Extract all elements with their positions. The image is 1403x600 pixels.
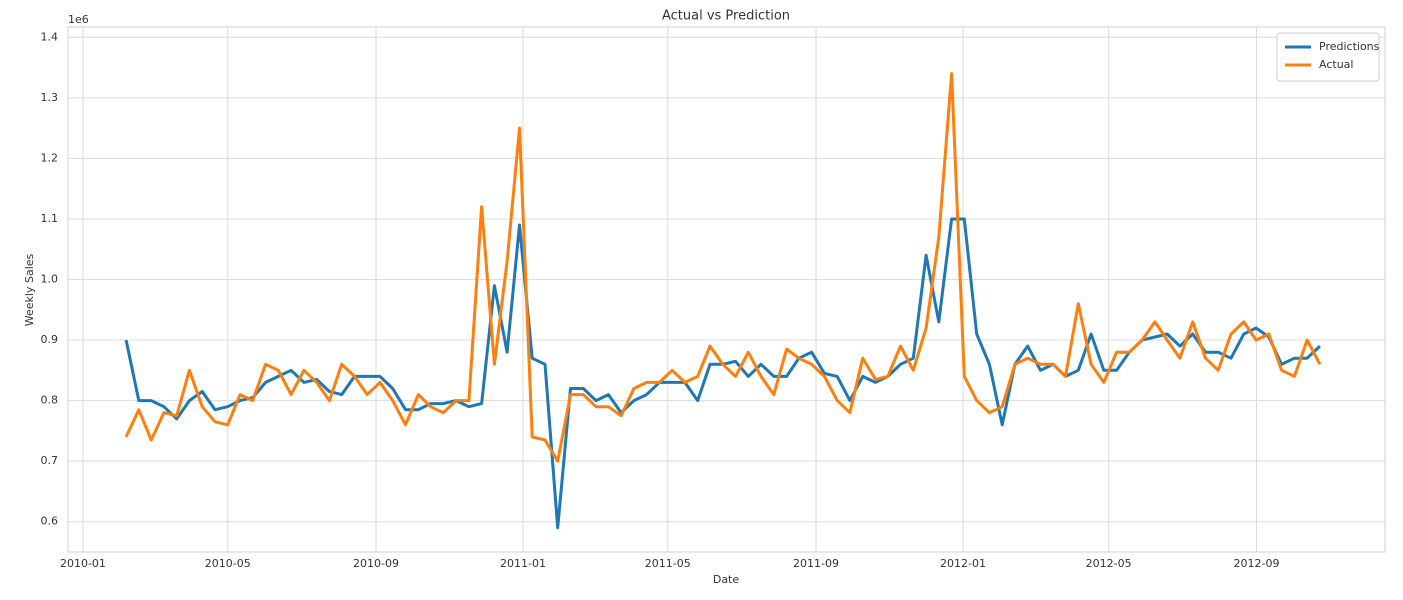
y-tick-label: 1.4 bbox=[41, 30, 59, 43]
x-tick-label: 2012-09 bbox=[1234, 557, 1280, 570]
x-tick-label: 2012-01 bbox=[940, 557, 986, 570]
y-tick-label: 1.1 bbox=[41, 212, 59, 225]
y-tick-label: 1.0 bbox=[41, 273, 59, 286]
x-tick-label: 2011-05 bbox=[645, 557, 691, 570]
y-tick-label: 0.8 bbox=[41, 394, 59, 407]
y-axis-label: Weekly Sales bbox=[23, 253, 36, 326]
y-tick-label: 1.3 bbox=[41, 91, 59, 104]
y-tick-label: 0.6 bbox=[41, 515, 59, 528]
y-tick-label: 0.7 bbox=[41, 454, 59, 467]
legend-box bbox=[1276, 32, 1380, 82]
legend: Predictions Actual bbox=[1276, 32, 1380, 82]
x-tick-label: 2010-01 bbox=[60, 557, 106, 570]
x-tick-label: 2011-09 bbox=[793, 557, 839, 570]
legend-label: Actual bbox=[1319, 58, 1353, 71]
y-tick-label: 0.9 bbox=[41, 333, 59, 346]
x-tick-label: 2010-09 bbox=[353, 557, 399, 570]
x-tick-label: 2010-05 bbox=[205, 557, 251, 570]
x-axis-label: Date bbox=[713, 573, 740, 586]
x-tick-label: 2011-01 bbox=[500, 557, 546, 570]
plot-frame bbox=[67, 26, 1386, 553]
series-line bbox=[124, 72, 1322, 463]
legend-label: Predictions bbox=[1319, 40, 1380, 53]
offset-label: 1e6 bbox=[68, 13, 89, 26]
y-tick-label: 1.2 bbox=[41, 151, 59, 164]
grid bbox=[68, 27, 1385, 552]
chart-title: Actual vs Prediction bbox=[662, 9, 790, 24]
x-tick-label: 2012-05 bbox=[1086, 557, 1132, 570]
